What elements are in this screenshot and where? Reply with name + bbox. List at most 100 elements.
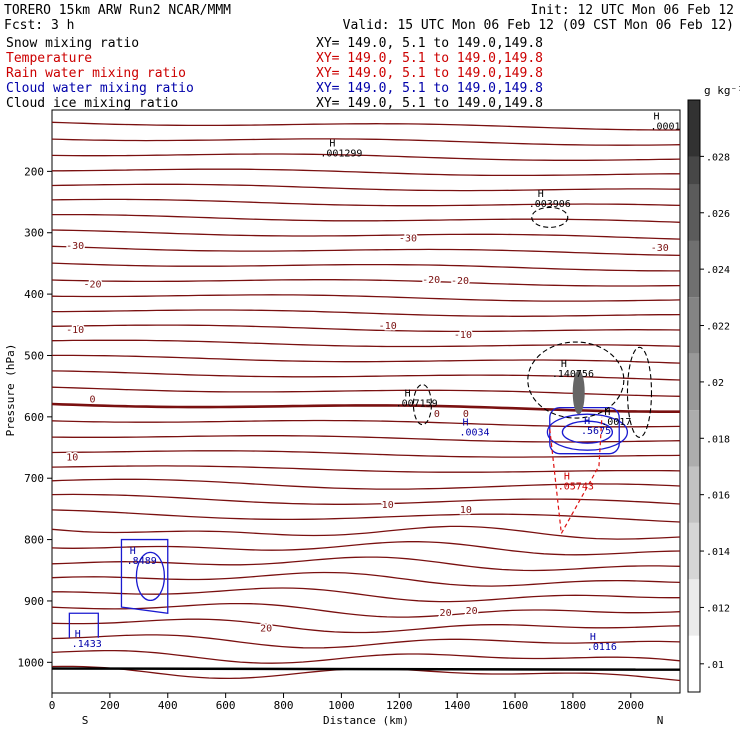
legend-snow-name: Snow mixing ratio — [6, 36, 139, 51]
y-tick-label: 600 — [24, 411, 44, 424]
maximum-marker: H — [75, 629, 81, 640]
cloud-ice-shading — [572, 370, 585, 415]
maximum-marker: H — [463, 417, 469, 428]
colorbar-unit: g kg⁻¹ — [704, 84, 740, 97]
temperature-label: -20 — [422, 275, 440, 286]
isotherm-line — [51, 541, 681, 556]
colorbar-swatch — [688, 410, 700, 467]
y-tick-label: 1000 — [18, 656, 45, 669]
maximum-marker: H — [405, 388, 411, 399]
maximum-marker: H — [584, 416, 590, 427]
colorbar-swatch — [688, 100, 700, 157]
maximum-marker: H — [654, 112, 660, 123]
maximum-value-label: .0116 — [587, 642, 617, 653]
isotherm-line — [51, 153, 681, 161]
maximum-value-label: .5675 — [581, 426, 611, 437]
legend-temp-xy: XY= 149.0, 5.1 to 149.0,149.8 — [316, 51, 543, 66]
colorbar-swatch — [688, 353, 700, 411]
isotherm-line — [52, 168, 680, 177]
isotherm-line — [51, 198, 681, 207]
y-tick-label: 300 — [24, 227, 44, 240]
maximum-marker: H — [538, 189, 544, 200]
colorbar-tick-label: .026 — [706, 209, 730, 220]
maximum-marker: H — [590, 632, 596, 643]
y-tick-label: 800 — [24, 534, 44, 547]
cloud-water-contours — [68, 406, 629, 638]
snow-contour — [412, 384, 432, 426]
maximum-value-label: .140756 — [552, 369, 594, 380]
temperature-label: -30 — [651, 243, 669, 254]
isotherm-line — [52, 587, 680, 603]
colorbar-swatch — [688, 635, 700, 692]
isotherm-line — [51, 525, 681, 540]
colorbar-tick-label: .012 — [706, 603, 730, 614]
maximum-marker: H — [130, 546, 136, 557]
legend-cloud-ice-xy: XY= 149.0, 5.1 to 149.0,149.8 — [316, 96, 543, 111]
temperature-label: 0 — [434, 409, 440, 420]
cloud-water-contour — [135, 551, 166, 602]
x-tick-label: 1200 — [386, 699, 413, 712]
maximum-marker: H — [561, 359, 567, 370]
temperature-label: -20 — [83, 280, 101, 291]
legend-rain-name: Rain water mixing ratio — [6, 66, 186, 81]
maximum-marker: H — [329, 139, 335, 150]
colorbar-swatch — [688, 297, 700, 354]
colorbar-swatch — [688, 184, 700, 241]
plot-area: -30 -30 -30 -20 -20 -20 -10 -10 -10 0 0 0 10 10 10 20 20… — [18, 109, 681, 712]
isotherm-line — [51, 245, 681, 257]
colorbar: .01 .012 .014 .016 .018 .02 .022 .024 .026 .028 — [687, 99, 730, 693]
isotherm-line — [51, 465, 681, 473]
x-tick-label: 1400 — [444, 699, 471, 712]
maximum-value-label: .0017 — [601, 417, 631, 428]
isotherm-line — [51, 138, 681, 146]
x-tick-label: 600 — [216, 699, 236, 712]
isotherm-line — [52, 213, 681, 223]
temperature-label: -30 — [66, 241, 84, 252]
colorbar-frame — [687, 99, 701, 693]
colorbar-tick-label: .02 — [706, 378, 724, 389]
temperature-contours — [51, 121, 681, 682]
colorbar-tick-label: .018 — [706, 434, 730, 445]
y-tick-label: 700 — [24, 472, 44, 485]
y-tick-label: 400 — [24, 288, 44, 301]
colorbar-tick-label: .022 — [706, 322, 730, 333]
isotherm-line — [51, 419, 681, 428]
temperature-label: 20 — [440, 608, 452, 619]
isotherm-line — [51, 450, 681, 458]
temperature-label: -30 — [399, 234, 417, 245]
legend: Snow mixing ratio XY= 149.0, 5.1 to 149.… — [6, 36, 543, 111]
isotherm-line — [51, 618, 681, 634]
isotherm-line — [51, 493, 681, 505]
temperature-label: -20 — [451, 276, 469, 287]
isotherm-line — [52, 309, 681, 317]
isotherm-line — [51, 509, 681, 523]
x-tick-label: 800 — [274, 699, 294, 712]
legend-temp-name: Temperature — [6, 51, 92, 66]
x-end-label-south: S — [82, 714, 89, 727]
snow-contours — [412, 206, 653, 438]
maximum-value-label: .001299 — [320, 149, 362, 160]
cloud-water-contour — [120, 538, 169, 614]
cloud-water-contour — [561, 420, 614, 444]
legend-snow-xy: XY= 149.0, 5.1 to 149.0,149.8 — [316, 36, 543, 51]
isotherm-line — [51, 556, 681, 572]
maximum-value-label: .0034 — [459, 427, 489, 438]
x-end-label-north: N — [657, 714, 664, 727]
rain-water-contour — [549, 416, 603, 536]
x-tick-label: 0 — [49, 699, 56, 712]
isotherm-line — [51, 279, 681, 287]
maximum-marker: H — [604, 407, 610, 418]
legend-rain-xy: XY= 149.0, 5.1 to 149.0,149.8 — [316, 66, 543, 81]
x-tick-label: 1600 — [502, 699, 529, 712]
maximum-value-label: .8489 — [127, 556, 157, 567]
legend-cloud-water-name: Cloud water mixing ratio — [6, 81, 194, 96]
x-tick-label: 1000 — [328, 699, 355, 712]
temperature-label: 10 — [382, 500, 394, 511]
isotherm-line — [51, 294, 681, 302]
maximum-marker: H — [564, 471, 570, 482]
plot-frame — [51, 109, 681, 694]
colorbar-swatch — [688, 522, 700, 580]
temperature-label: -10 — [379, 321, 397, 332]
snow-contour — [531, 206, 569, 228]
